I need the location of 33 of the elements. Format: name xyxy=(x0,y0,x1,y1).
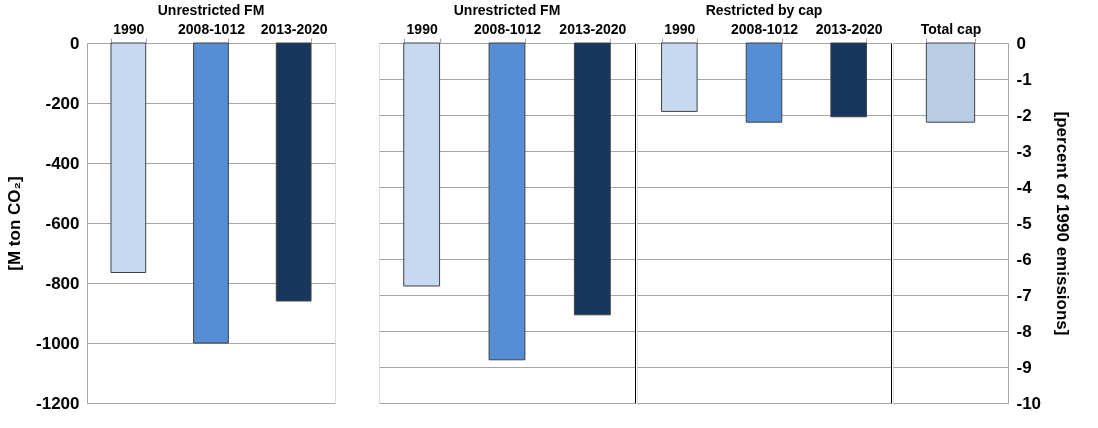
y-tick-label: -1000 xyxy=(36,333,80,353)
y2-tick-label: -7 xyxy=(1016,285,1032,305)
y2-tick-label: -5 xyxy=(1016,213,1032,233)
x-tick-label: 2013-2020 xyxy=(559,20,627,37)
x-tick-label: 2008-1012 xyxy=(474,20,542,37)
y2-tick-label: -10 xyxy=(1016,393,1042,413)
y2-axis-title: [percent of 1990 emissions] xyxy=(1053,111,1073,336)
y-tick-label: -200 xyxy=(45,93,80,113)
x-tick-label: 2008-1012 xyxy=(178,20,246,37)
chart-title: Restricted by cap xyxy=(705,2,823,18)
y2-tick-label: 0 xyxy=(1016,33,1026,53)
y2-tick-label: -3 xyxy=(1016,141,1032,161)
x-tick-label: 1990 xyxy=(113,20,145,37)
y-tick-label: -800 xyxy=(45,273,80,293)
y-axis-title: [M ton CO₂] xyxy=(5,176,25,271)
y-tick-label: 0 xyxy=(70,33,80,53)
chart-title: Unrestricted FM xyxy=(453,2,561,18)
y-tick-label: -1200 xyxy=(36,393,80,413)
y2-tick-label: -6 xyxy=(1016,249,1032,269)
y2-tick-label: -4 xyxy=(1016,177,1033,197)
x-tick-label: 2013-2020 xyxy=(260,20,328,37)
chart-title: Unrestricted FM xyxy=(157,2,265,18)
x-tick-label: 1990 xyxy=(406,20,438,37)
x-tick-label: 2013-2020 xyxy=(815,20,883,37)
y2-tick-label: -1 xyxy=(1016,69,1032,89)
x-tick-label: 2008-1012 xyxy=(731,20,799,37)
y2-tick-label: -8 xyxy=(1016,321,1032,341)
x-tick-label: 1990 xyxy=(664,20,696,37)
y2-tick-label: -2 xyxy=(1016,105,1032,125)
y2-tick-label: -9 xyxy=(1016,357,1032,377)
y-tick-label: -600 xyxy=(45,213,80,233)
x-tick-label: Total cap xyxy=(920,20,982,37)
y-tick-label: -400 xyxy=(45,153,80,173)
